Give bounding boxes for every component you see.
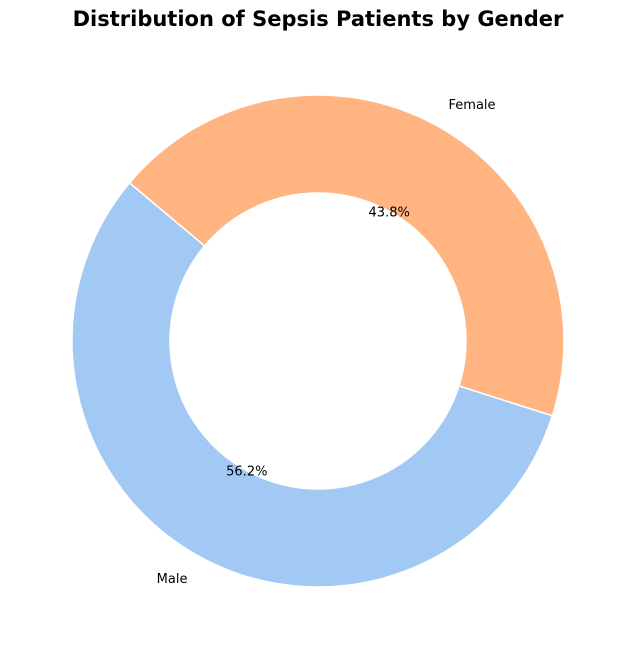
chart-title: Distribution of Sepsis Patients by Gende… bbox=[73, 7, 564, 31]
category-label-male: Male bbox=[157, 572, 188, 587]
percent-label-female: 43.8% bbox=[369, 206, 410, 221]
slices-group bbox=[71, 94, 565, 588]
labels-group: Male 56.2% Female 43.8% bbox=[157, 98, 496, 587]
category-label-female: Female bbox=[449, 98, 496, 113]
slice-female bbox=[128, 94, 565, 417]
percent-label-male: 56.2% bbox=[226, 464, 267, 479]
slice-male bbox=[71, 181, 554, 588]
